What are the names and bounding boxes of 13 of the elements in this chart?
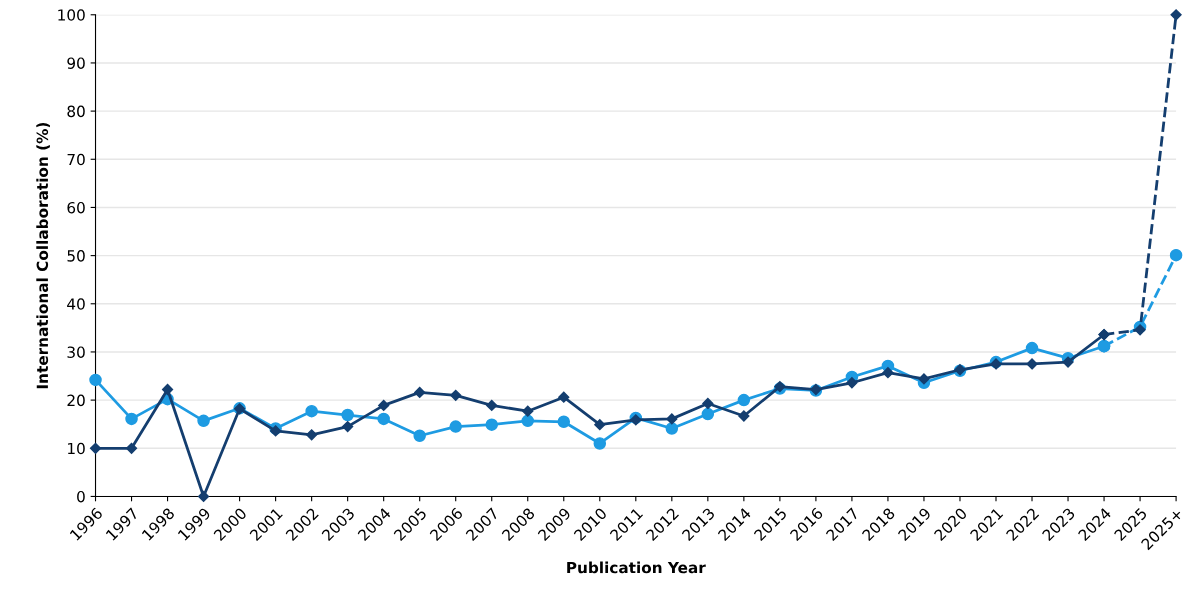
y-tick-label: 10 bbox=[68, 442, 85, 455]
y-tick-label: 40 bbox=[67, 298, 85, 310]
y-tick-label: 60 bbox=[67, 201, 85, 214]
y-tick-label: 0 bbox=[77, 490, 85, 503]
x-axis-title: Publication Year bbox=[567, 561, 706, 574]
y-tick-label: 80 bbox=[67, 105, 85, 118]
y-tick-label: 100 bbox=[58, 9, 85, 21]
y-tick-label: 50 bbox=[67, 250, 85, 262]
y-tick-label: 90 bbox=[67, 57, 85, 69]
y-tick-label: 30 bbox=[67, 346, 85, 358]
y-tick-label: 70 bbox=[67, 153, 85, 166]
y-axis-title: International Collaboration (%) bbox=[36, 122, 50, 389]
y-tick-label: 20 bbox=[67, 394, 85, 407]
